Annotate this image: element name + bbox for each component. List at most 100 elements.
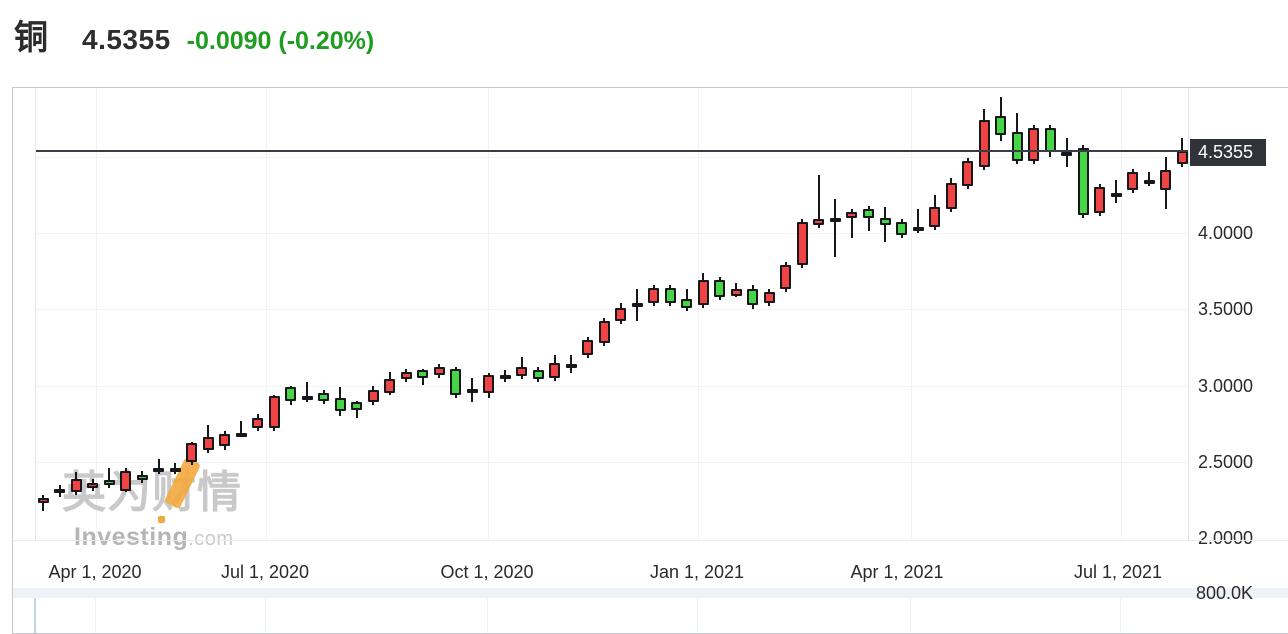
candle-body xyxy=(516,367,528,377)
candle-body xyxy=(54,489,65,494)
candle-body xyxy=(318,393,330,401)
candle-body xyxy=(648,287,660,304)
candle-body xyxy=(433,367,445,375)
x-tick-label: Apr 1, 2020 xyxy=(48,562,142,582)
current-price-badge: 4.5355 xyxy=(1190,139,1266,166)
watermark-en-text: Investing.com xyxy=(74,523,302,552)
candle-wick xyxy=(817,175,820,229)
candle-wick xyxy=(108,467,111,488)
candle-body xyxy=(796,222,808,265)
grid-line-vertical xyxy=(1120,598,1121,633)
grid-line-horizontal xyxy=(36,156,1189,158)
candle-body xyxy=(252,417,264,429)
grid-line-horizontal xyxy=(36,309,1189,311)
candle-body xyxy=(978,120,990,168)
candle-body xyxy=(582,339,594,355)
volume-pane-separator xyxy=(13,588,1288,598)
grid-line-horizontal xyxy=(36,233,1189,234)
grid-line-vertical xyxy=(910,598,911,633)
y-tick-label: 2.5000 xyxy=(1198,451,1254,472)
y-tick-label: 2.0000 xyxy=(1198,528,1254,548)
candle-body xyxy=(417,370,429,378)
candle-body xyxy=(1044,127,1056,153)
y-tick-label: 3.0000 xyxy=(1198,375,1254,396)
candle-body xyxy=(896,222,908,235)
candle-body xyxy=(70,478,82,493)
volume-pane xyxy=(13,598,1288,633)
candle-body xyxy=(1077,147,1089,215)
watermark-dot xyxy=(158,516,165,523)
candle-body xyxy=(384,379,396,394)
candle-body xyxy=(301,396,313,401)
grid-line-vertical xyxy=(265,598,266,633)
last-price: 4.5355 xyxy=(82,24,171,55)
grid-line-vertical xyxy=(488,88,489,540)
candle-body xyxy=(929,207,941,227)
candle-body xyxy=(120,470,132,491)
candle-body xyxy=(1176,151,1188,165)
x-axis[interactable]: Apr 1, 2020 Jul 1, 2020 Oct 1, 2020 Jan 1, … xyxy=(35,540,1188,588)
x-tick-label: Jan 1, 2021 xyxy=(649,562,745,582)
candle-body xyxy=(268,396,280,429)
candle-wick xyxy=(834,199,837,258)
candle-body xyxy=(549,362,561,378)
candle-body xyxy=(1110,193,1122,198)
candle-wick xyxy=(867,205,870,232)
candle-body xyxy=(235,432,247,437)
candle-body xyxy=(780,265,792,290)
volume-axis-label: 800.0K xyxy=(1196,583,1254,603)
x-tick-label: Apr 1, 2021 xyxy=(850,562,944,582)
candle-wick xyxy=(240,420,243,438)
candle-body xyxy=(763,292,775,304)
grid-line-horizontal xyxy=(36,461,1189,463)
candle-body xyxy=(1011,132,1023,162)
candle-body xyxy=(846,211,858,218)
candle-wick xyxy=(157,458,160,474)
candle-wick xyxy=(306,382,309,403)
watermark-investing-text: Investing xyxy=(74,523,189,551)
volume-axis-spine xyxy=(34,598,36,633)
candle-body xyxy=(466,388,478,393)
candle-body xyxy=(829,217,841,223)
candle-body xyxy=(1160,170,1172,191)
candle-body xyxy=(450,368,462,395)
watermark-domain-text: .com xyxy=(188,528,234,550)
x-tick-label: Oct 1, 2020 xyxy=(440,562,534,582)
candle-body xyxy=(400,371,412,380)
candle-wick xyxy=(917,208,920,233)
candle-body xyxy=(863,208,874,218)
grid-line-vertical xyxy=(96,88,97,540)
grid-line-vertical xyxy=(266,88,267,540)
candle-body xyxy=(186,443,198,462)
chart-frame: 英为财情 Investing.com 4.0000 3.5000 3.0000 2.5… xyxy=(12,87,1288,634)
candle-body xyxy=(136,475,148,481)
candle-body xyxy=(813,219,825,226)
candle-body xyxy=(962,161,974,186)
candle-body xyxy=(499,374,511,379)
candle-body xyxy=(103,480,115,485)
candle-body xyxy=(219,434,231,447)
candle-body xyxy=(87,483,99,488)
grid-line-vertical xyxy=(1121,88,1122,540)
x-tick-label: Jul 1, 2020 xyxy=(220,562,310,582)
grid-line-horizontal xyxy=(36,385,1189,387)
y-tick-label: 4.0000 xyxy=(1198,223,1254,243)
candle-body xyxy=(714,280,726,298)
pane-separator xyxy=(13,540,1288,541)
current-price-badge-value: 4.5355 xyxy=(1198,142,1254,162)
grid-line-vertical xyxy=(911,88,912,540)
candle-body xyxy=(945,182,957,209)
candle-body xyxy=(730,289,742,296)
candle-body xyxy=(351,402,363,410)
candle-body xyxy=(1061,152,1073,157)
plot-area[interactable]: 英为财情 Investing.com xyxy=(35,88,1189,551)
candle-body xyxy=(664,287,676,304)
candle-wick xyxy=(1148,172,1151,186)
candle-body xyxy=(202,437,214,450)
candle-body xyxy=(169,467,181,472)
y-axis[interactable]: 4.0000 3.5000 3.0000 2.5000 2.0000 xyxy=(1188,88,1288,548)
candle-body xyxy=(598,321,610,343)
watermark: 英为财情 Investing.com xyxy=(62,456,302,552)
grid-line-vertical xyxy=(487,598,488,633)
candle-body xyxy=(285,387,297,401)
